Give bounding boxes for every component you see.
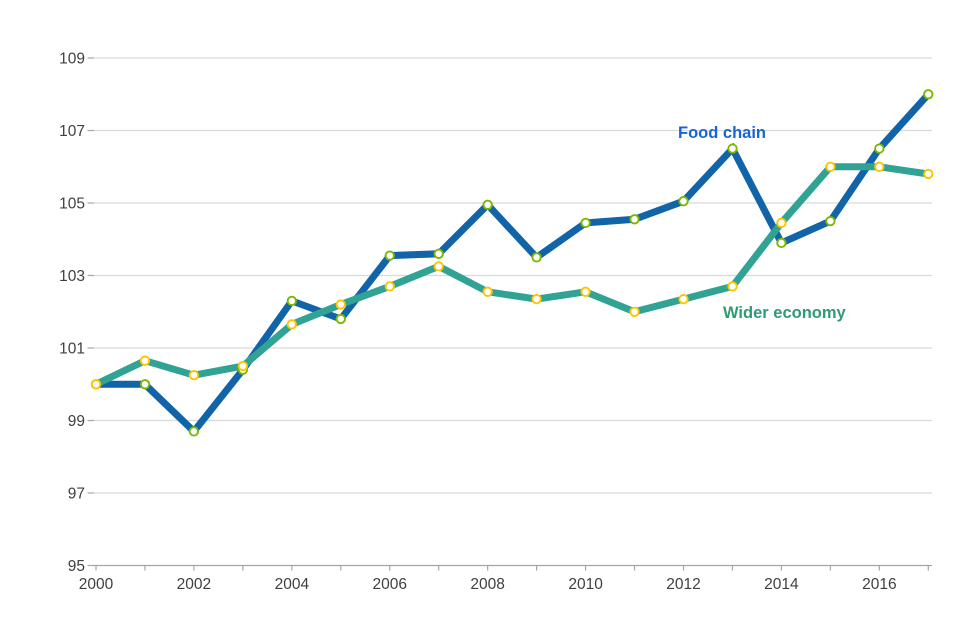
y-tick-label: 95	[68, 558, 85, 575]
data-point-marker-food-chain	[874, 143, 885, 154]
x-tick-label: 2016	[862, 576, 896, 593]
x-tick-label: 2012	[666, 576, 700, 593]
x-tick-label: 2004	[275, 576, 310, 593]
x-tick-label: 2010	[568, 576, 603, 593]
y-tick-label: 105	[59, 196, 85, 213]
data-point-marker-wider-economy	[825, 161, 836, 172]
series-label-wider-economy: Wider economy	[723, 304, 847, 322]
data-point-marker-wider-economy	[90, 379, 102, 390]
data-point-marker-food-chain	[139, 379, 151, 390]
data-point-marker-food-chain	[384, 250, 395, 261]
data-point-marker-wider-economy	[727, 281, 738, 292]
data-point-marker-food-chain	[188, 426, 200, 437]
data-point-marker-wider-economy	[580, 286, 591, 297]
series-line-wider-economy	[94, 163, 929, 388]
data-point-marker-food-chain	[678, 196, 689, 207]
data-point-marker-food-chain	[923, 89, 934, 100]
y-tick-label: 97	[68, 486, 85, 503]
data-point-marker-food-chain	[629, 214, 640, 225]
data-point-marker-wider-economy	[335, 299, 346, 310]
data-point-marker-wider-economy	[531, 293, 542, 305]
data-point-marker-food-chain	[825, 215, 836, 227]
x-tick-label: 2002	[177, 576, 211, 593]
data-point-marker-food-chain	[580, 217, 591, 229]
data-point-marker-wider-economy	[433, 261, 444, 272]
x-tick-label: 2014	[764, 576, 799, 593]
data-point-marker-wider-economy	[286, 319, 297, 330]
y-tick-label: 101	[59, 341, 85, 358]
data-point-marker-wider-economy	[482, 286, 493, 297]
data-point-marker-wider-economy	[678, 293, 689, 305]
x-tick-label: 2006	[373, 576, 407, 593]
data-point-marker-wider-economy	[188, 370, 200, 381]
data-point-marker-wider-economy	[629, 306, 640, 317]
data-point-marker-wider-economy	[384, 281, 395, 292]
y-tick-label: 107	[59, 123, 85, 140]
y-tick-label: 109	[59, 51, 85, 68]
data-point-marker-food-chain	[482, 199, 493, 210]
data-point-marker-food-chain	[776, 237, 787, 249]
data-point-marker-food-chain	[531, 252, 542, 263]
x-tick-label: 2008	[470, 576, 504, 593]
data-point-marker-wider-economy	[874, 161, 885, 172]
data-point-marker-wider-economy	[237, 360, 249, 372]
x-tick-label: 2000	[79, 576, 114, 593]
data-point-marker-food-chain	[727, 143, 738, 154]
series-label-food-chain: Food chain	[678, 124, 766, 142]
data-point-marker-food-chain	[335, 313, 346, 325]
data-point-marker-wider-economy	[139, 355, 151, 366]
series-line-food-chain	[96, 91, 931, 437]
y-tick-label: 99	[68, 413, 85, 430]
data-point-marker-food-chain	[286, 295, 297, 307]
y-tick-label: 103	[59, 268, 85, 285]
data-point-marker-wider-economy	[776, 217, 787, 229]
data-point-marker-wider-economy	[923, 168, 934, 180]
data-point-marker-food-chain	[433, 248, 444, 259]
